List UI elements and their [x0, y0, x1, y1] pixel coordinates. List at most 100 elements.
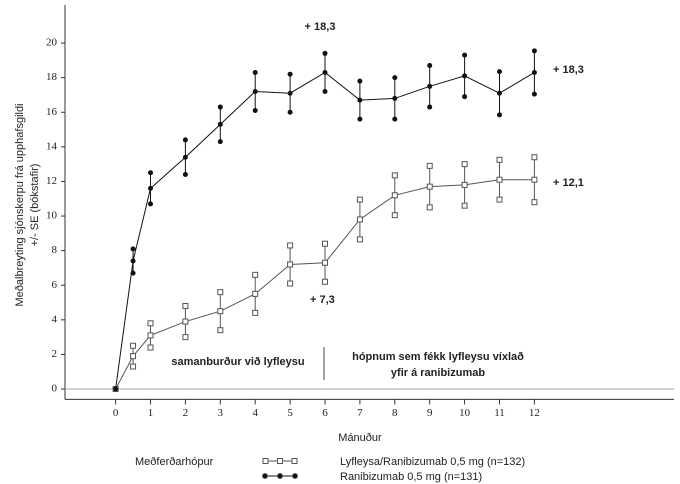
error-cap	[130, 246, 136, 252]
legend-title: Meðferðarhópur	[135, 456, 214, 468]
y-tick-label: 20	[46, 37, 58, 49]
data-point	[356, 216, 363, 223]
error-cap	[426, 162, 433, 169]
x-tick-label: 1	[148, 407, 154, 419]
error-cap	[426, 204, 433, 211]
data-point	[182, 318, 189, 325]
error-cap	[391, 172, 398, 179]
legend-label: Ranibizumab 0,5 mg (n=131)	[340, 471, 482, 483]
series-line	[115, 71, 535, 390]
y-tick-label: 2	[52, 348, 58, 360]
data-point	[130, 258, 136, 264]
legend-marker	[262, 473, 268, 479]
x-tick-label: 7	[357, 407, 363, 419]
annotation: + 7,3	[310, 294, 335, 306]
error-cap	[322, 240, 329, 247]
error-cap	[462, 52, 468, 58]
error-cap	[217, 289, 224, 296]
error-cap	[356, 196, 363, 203]
error-cap	[531, 91, 537, 97]
error-cap	[182, 334, 189, 341]
error-cap	[462, 94, 468, 100]
y-tick-label: 4	[52, 313, 58, 325]
error-cap	[322, 50, 328, 56]
error-cap	[322, 278, 329, 285]
data-point	[252, 88, 258, 94]
x-tick-label: 6	[322, 407, 328, 419]
error-cap	[497, 69, 503, 75]
data-point	[426, 183, 433, 190]
error-cap	[357, 116, 363, 122]
data-point	[217, 121, 223, 127]
error-cap	[182, 137, 188, 143]
data-point	[130, 353, 137, 360]
error-cap	[461, 202, 468, 209]
data-point	[497, 90, 503, 96]
error-cap	[287, 280, 294, 287]
data-point	[496, 176, 503, 183]
data-point	[531, 176, 538, 183]
error-cap	[391, 212, 398, 219]
error-cap	[130, 363, 137, 370]
error-cap	[287, 242, 294, 249]
x-tick-label: 5	[287, 407, 293, 419]
data-point	[531, 69, 537, 75]
y-tick-label: 14	[46, 140, 58, 152]
legend-marker	[262, 458, 269, 464]
error-cap	[130, 270, 136, 276]
error-cap	[461, 161, 468, 168]
y-tick-label: 10	[46, 210, 58, 222]
error-cap	[287, 109, 293, 115]
annotation: + 18,3	[305, 21, 336, 33]
data-point	[148, 185, 154, 191]
error-cap	[252, 69, 258, 75]
error-cap	[130, 342, 137, 349]
annotation: + 18,3	[553, 64, 584, 76]
data-point	[147, 332, 154, 339]
error-cap	[531, 199, 538, 206]
data-point	[392, 95, 398, 101]
x-tick-label: 8	[392, 407, 398, 419]
error-cap	[392, 116, 398, 122]
data-point	[182, 154, 188, 160]
y-tick-label: 16	[46, 106, 58, 118]
x-tick-label: 10	[459, 407, 471, 419]
x-axis-label: Mánuður	[338, 432, 382, 444]
error-cap	[252, 108, 258, 114]
x-tick-label: 3	[218, 407, 224, 419]
y-axis-label: Meðalbreyting sjónskerpu frá upphafsgild…	[14, 103, 26, 306]
error-cap	[427, 63, 433, 69]
x-tick-label: 11	[494, 407, 505, 419]
error-cap	[147, 344, 154, 351]
y-axis-label: +/- SE (bókstafir)	[29, 164, 41, 247]
error-cap	[147, 320, 154, 327]
annotation: hópnum sem fékk lyfleysu víxlað	[352, 351, 524, 363]
error-cap	[357, 78, 363, 84]
error-cap	[496, 156, 503, 163]
error-cap	[217, 327, 224, 334]
legend-marker	[292, 473, 298, 479]
y-tick-label: 18	[46, 71, 58, 83]
error-cap	[356, 236, 363, 243]
data-point	[461, 181, 468, 188]
y-tick-label: 12	[46, 175, 57, 187]
data-point	[113, 386, 119, 392]
y-tick-label: 0	[52, 383, 58, 395]
x-tick-label: 9	[427, 407, 433, 419]
error-cap	[496, 196, 503, 203]
data-point	[252, 290, 259, 297]
x-tick-label: 4	[252, 407, 258, 419]
data-point	[287, 90, 293, 96]
error-cap	[182, 172, 188, 178]
legend	[262, 458, 298, 479]
annotation: yfir á ranibizumab	[391, 367, 485, 379]
error-cap	[392, 75, 398, 81]
data-point	[427, 83, 433, 89]
error-cap	[322, 88, 328, 94]
series-line	[115, 179, 535, 390]
legend-marker	[277, 458, 283, 464]
legend-marker	[291, 458, 298, 464]
x-tick-label: 12	[529, 407, 540, 419]
error-cap	[148, 170, 154, 176]
